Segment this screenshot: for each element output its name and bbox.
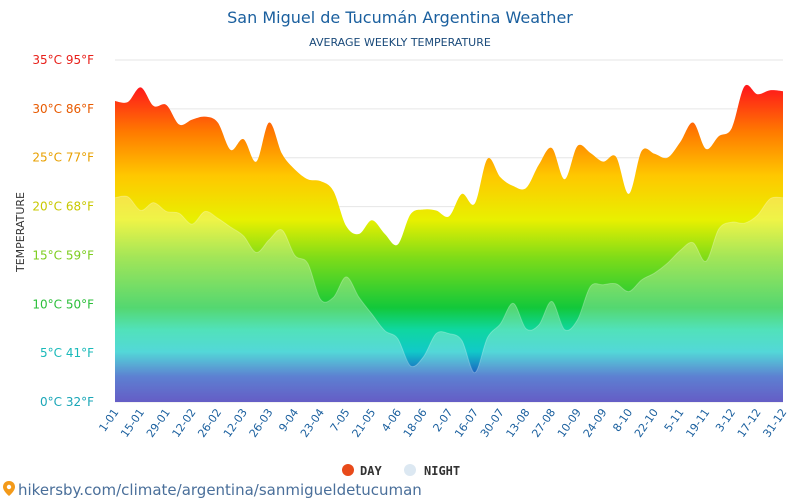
- x-tick-label: 26-02: [195, 406, 224, 440]
- x-tick-label: 10-09: [555, 406, 584, 440]
- x-tick-label: 24-09: [581, 406, 610, 440]
- legend-night-label: NIGHT: [424, 464, 460, 478]
- source-link[interactable]: hikersby.com/climate/argentina/sanmiguel…: [18, 481, 422, 499]
- x-tick-label: 18-06: [401, 406, 430, 440]
- x-tick-label: 27-08: [529, 406, 558, 440]
- y-axis-title: TEMPERATURE: [14, 192, 27, 273]
- x-tick-label: 30-07: [478, 406, 507, 440]
- y-tick-label: 10°C 50°F: [32, 297, 94, 311]
- night-temperature-line: [114, 195, 784, 374]
- x-tick-label: 16-07: [452, 406, 481, 440]
- legend-item-night[interactable]: NIGHT: [404, 464, 460, 478]
- y-tick-label: 15°C 59°F: [32, 248, 94, 262]
- x-tick-label: 3-12: [713, 406, 738, 434]
- legend: DAY NIGHT: [342, 464, 460, 478]
- x-tick-label: 9-04: [276, 406, 301, 434]
- x-tick-label: 21-05: [349, 406, 378, 440]
- x-tick-label: 13-08: [504, 406, 533, 440]
- y-axis-labels: 0°C 32°F 5°C 41°F 10°C 50°F 15°C 59°F 20°C 6…: [32, 53, 94, 409]
- x-tick-label: 19-11: [683, 406, 712, 440]
- x-tick-label: 31-12: [760, 406, 789, 440]
- x-tick-label: 17-12: [735, 406, 764, 440]
- y-tick-label: 25°C 77°F: [32, 151, 94, 165]
- x-tick-label: 7-05: [328, 406, 353, 434]
- footer[interactable]: hikersby.com/climate/argentina/sanmiguel…: [3, 481, 422, 499]
- y-tick-label: 0°C 32°F: [40, 395, 94, 409]
- x-tick-label: 23-04: [298, 406, 327, 440]
- day-temperature-area: [115, 84, 783, 402]
- y-tick-label: 20°C 68°F: [32, 200, 94, 214]
- x-tick-label: 2-07: [430, 406, 455, 434]
- chart-title: San Miguel de Tucumán Argentina Weather: [227, 8, 573, 27]
- x-tick-label: 29-01: [144, 406, 173, 440]
- night-temperature-area: [115, 196, 783, 402]
- x-tick-label: 12-03: [221, 406, 250, 440]
- legend-day-label: DAY: [360, 464, 382, 478]
- x-tick-label: 5-11: [662, 406, 687, 434]
- day-legend-marker: [342, 464, 354, 476]
- legend-item-day[interactable]: DAY: [342, 464, 382, 478]
- x-tick-label: 4-06: [379, 406, 404, 434]
- chart-subtitle: AVERAGE WEEKLY TEMPERATURE: [309, 36, 491, 49]
- x-tick-label: 15-01: [118, 406, 147, 440]
- y-tick-label: 5°C 41°F: [40, 346, 94, 360]
- x-tick-label: 8-10: [610, 406, 635, 434]
- night-legend-marker: [404, 464, 416, 476]
- x-tick-label: 26-03: [247, 406, 276, 440]
- x-tick-label: 22-10: [632, 406, 661, 440]
- x-tick-label: 1-01: [96, 406, 121, 434]
- y-tick-label: 35°C 95°F: [32, 53, 94, 67]
- location-pin-icon: [3, 481, 15, 496]
- x-tick-label: 12-02: [170, 406, 199, 440]
- y-tick-label: 30°C 86°F: [32, 102, 94, 116]
